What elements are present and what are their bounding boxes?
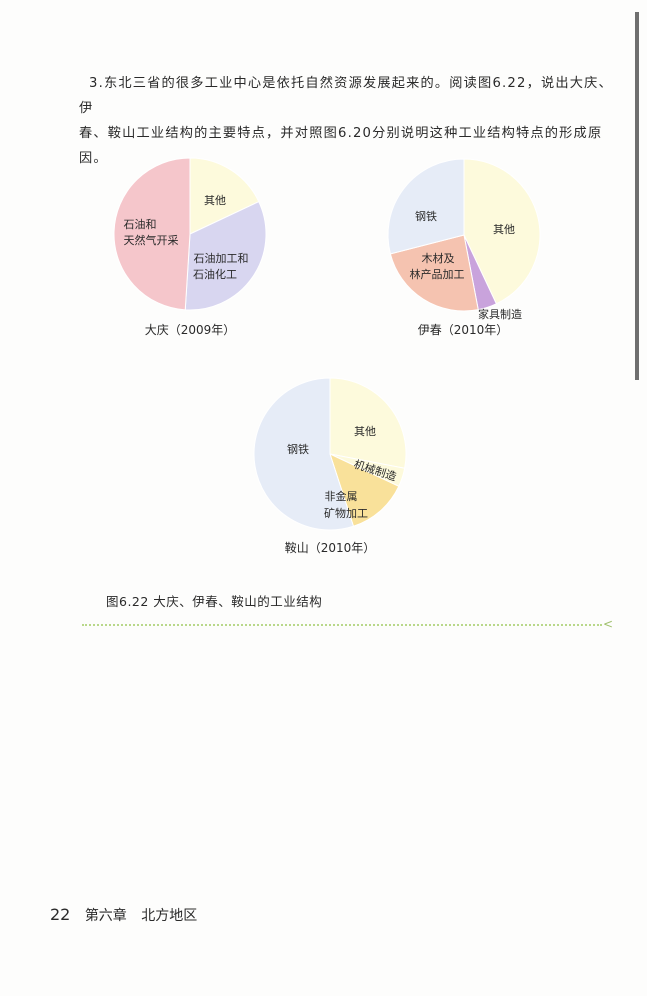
label-daqing-petrochemical-l2: 石油化工	[193, 267, 237, 281]
figure-caption: 图6.22 大庆、伊春、鞍山的工业结构	[106, 594, 323, 609]
pie-yichun: 钢铁 其他 木材及 林产品加工 家具制造 伊春（2010年）	[387, 158, 541, 337]
label-anshan-nonmetal-l1: 非金属	[325, 489, 358, 503]
pie-slice-yichun-0	[463, 158, 541, 305]
page-footer: 22 第六章 北方地区	[50, 905, 197, 925]
label-yichun-wood-l2: 林产品加工	[410, 267, 465, 281]
label-yichun-furniture: 家具制造	[478, 307, 522, 321]
chapter-title: 第六章	[84, 908, 127, 924]
label-daqing-oilgas-l1: 石油和	[124, 217, 157, 231]
pie-anshan: 钢铁 其他 机械制造 非金属 矿物加工 鞍山（2010年）	[253, 377, 407, 555]
pie-slice-daqing-2	[113, 157, 191, 311]
section-title: 北方地区	[141, 908, 198, 924]
question-text: 3.东北三省的很多工业中心是依托自然资源发展起来的。阅读图6.22，说出大庆、伊…	[79, 71, 619, 171]
label-yichun-wood-l1: 木材及	[422, 251, 455, 265]
pie-slice-daqing-1	[184, 200, 267, 311]
question-line-2: 春、鞍山工业结构的主要特点，并对照图6.20分别说明这种工业结构特点的形成原因。	[79, 126, 603, 166]
question-number: 3.	[89, 76, 104, 91]
pie-charts: 其他 石油加工和 石油化工 石油和 天然气开采 大庆（2009年） 钢铁 其他 …	[113, 157, 541, 555]
caption-daqing: 大庆（2009年）	[145, 323, 236, 337]
caption-anshan: 鞍山（2010年）	[285, 540, 376, 555]
pie-slice-anshan-2	[329, 453, 400, 527]
section-divider	[82, 624, 602, 626]
label-yichun-other: 其他	[493, 223, 515, 236]
divider-end-mark: <	[603, 617, 614, 631]
caption-yichun: 伊春（2010年）	[418, 323, 509, 337]
pie-slice-anshan-3	[253, 377, 355, 531]
pie-slice-anshan-0	[329, 377, 407, 469]
label-daqing-other: 其他	[204, 194, 226, 207]
pie-slice-yichun-3	[387, 158, 465, 255]
page-number: 22	[50, 905, 71, 924]
label-yichun-steel: 钢铁	[415, 210, 437, 223]
label-anshan-other: 其他	[354, 425, 376, 438]
pie-slice-yichun-2	[389, 234, 479, 312]
label-anshan-steel: 钢铁	[287, 443, 309, 456]
pie-daqing: 其他 石油加工和 石油化工 石油和 天然气开采 大庆（2009年）	[113, 157, 267, 337]
label-daqing-oilgas-l2: 天然气开采	[124, 233, 179, 247]
label-anshan-nonmetal-l2: 矿物加工	[324, 506, 368, 520]
page-edge-bar	[635, 12, 639, 380]
pie-slice-daqing-0	[189, 157, 260, 235]
label-daqing-petrochemical-l1: 石油加工和	[194, 251, 249, 265]
question-line-1: 东北三省的很多工业中心是依托自然资源发展起来的。阅读图6.22，说出大庆、伊	[79, 76, 613, 116]
